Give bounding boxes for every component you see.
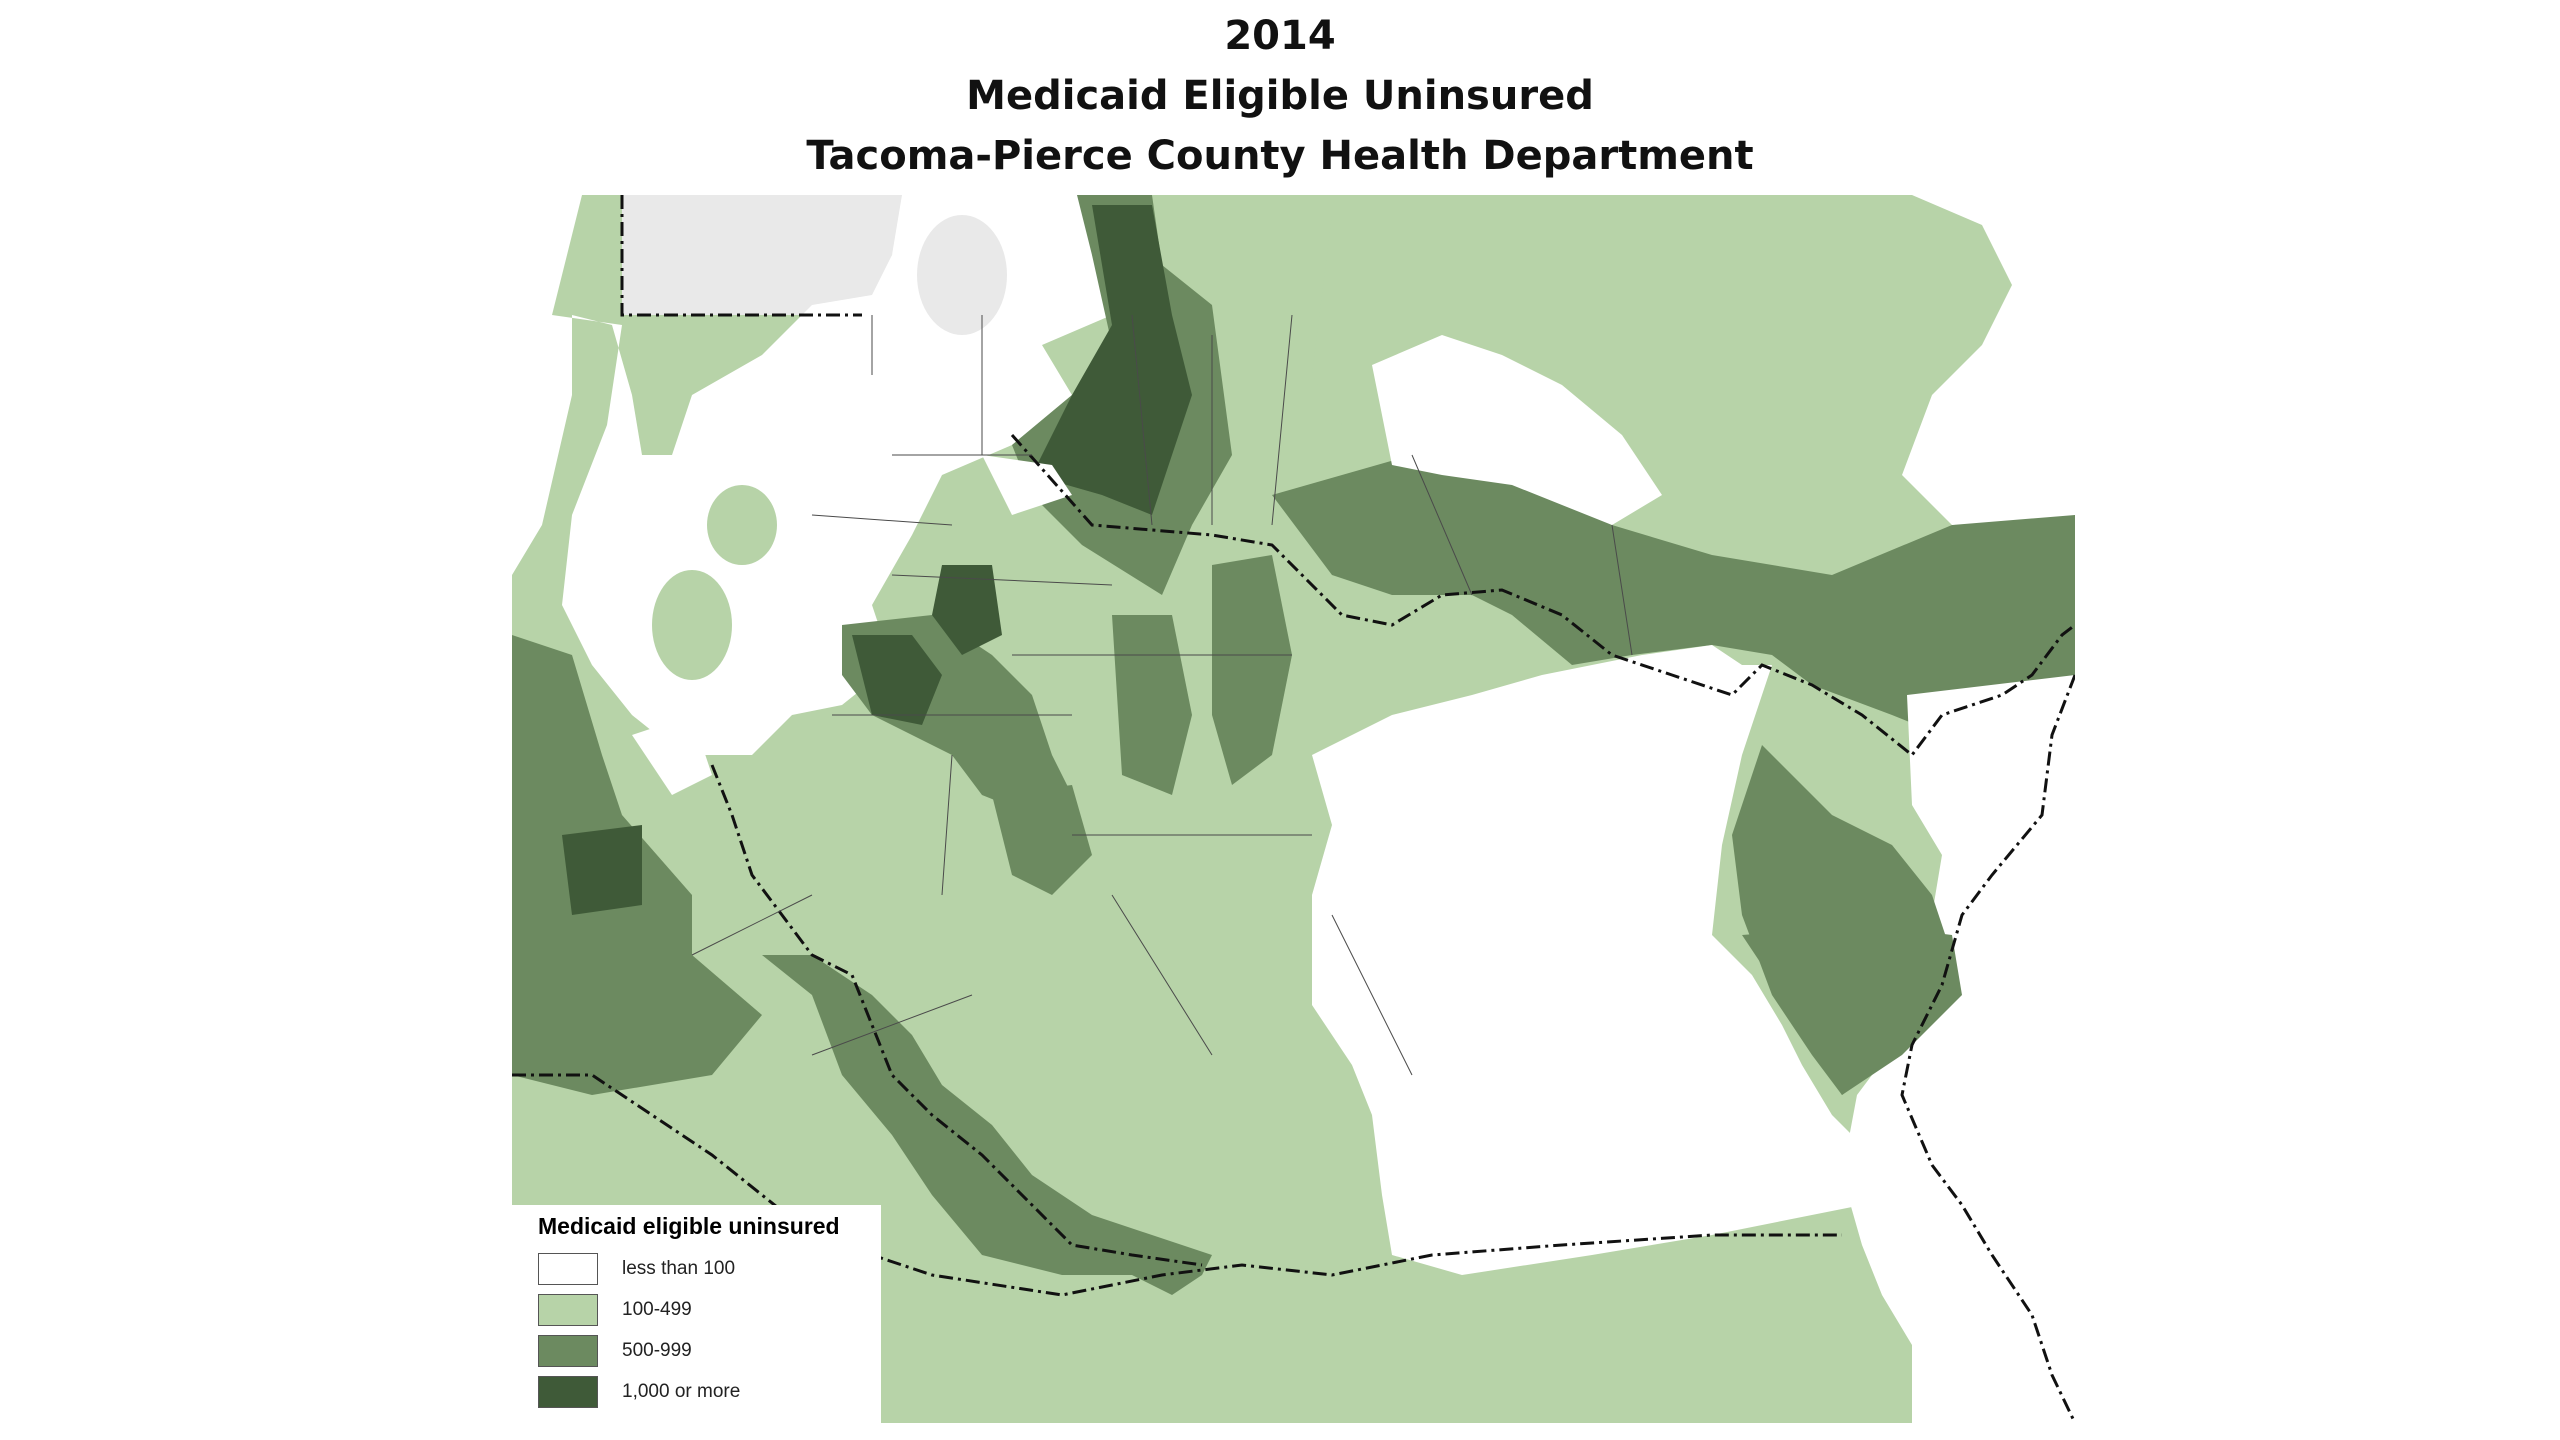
legend-title: Medicaid eligible uninsured <box>538 1213 840 1239</box>
region-500-999 <box>1212 555 1292 785</box>
title-agency: Tacoma-Pierce County Health Department <box>806 133 1754 179</box>
legend-label: 1,000 or more <box>622 1381 741 1402</box>
region-less-100 <box>1902 195 2075 525</box>
legend-label: less than 100 <box>622 1258 736 1279</box>
island <box>707 485 777 565</box>
map-title: 2014 Medicaid Eligible Uninsured Tacoma-… <box>0 6 2560 186</box>
legend-swatch <box>538 1294 598 1326</box>
region-less-100 <box>632 715 712 795</box>
title-year: 2014 <box>1224 13 1336 59</box>
title-subject: Medicaid Eligible Uninsured <box>966 73 1594 119</box>
legend-label: 500-999 <box>622 1340 692 1361</box>
county-boundary <box>710 764 1203 1267</box>
region-500-999 <box>762 955 1212 1295</box>
region-500-999 <box>1272 455 2075 755</box>
region-less-100 <box>1372 335 1662 525</box>
legend-label: 100-499 <box>622 1299 692 1320</box>
county-boundary <box>1900 674 2075 1423</box>
region-1000-plus <box>852 635 942 725</box>
region-500-999 <box>1732 745 1952 1095</box>
legend-swatch <box>538 1335 598 1367</box>
island <box>652 570 732 680</box>
island <box>917 215 1007 335</box>
county-boundary <box>1010 434 2075 758</box>
region-less-100 <box>1312 645 1912 1275</box>
map-legend: Medicaid eligible uninsured less than 10… <box>512 1205 881 1423</box>
county-boundary <box>512 1073 1842 1297</box>
map-canvas <box>512 195 2075 1423</box>
region-100-499 <box>1312 195 1612 425</box>
outside-county-region <box>622 195 912 315</box>
region-1000-plus <box>932 565 1002 655</box>
legend-swatch <box>538 1376 598 1408</box>
region-500-999 <box>1112 615 1192 795</box>
county-boundary <box>620 195 862 317</box>
choropleth-map[interactable] <box>512 195 2075 1423</box>
legend-swatch <box>538 1253 598 1285</box>
region-less-100 <box>982 455 1072 515</box>
tract-outlines <box>691 314 1633 1076</box>
region-500-999 <box>992 785 1092 895</box>
region-less-100 <box>1842 675 2075 1423</box>
region-1000-plus <box>562 825 642 915</box>
region-1000-plus <box>1032 205 1192 515</box>
